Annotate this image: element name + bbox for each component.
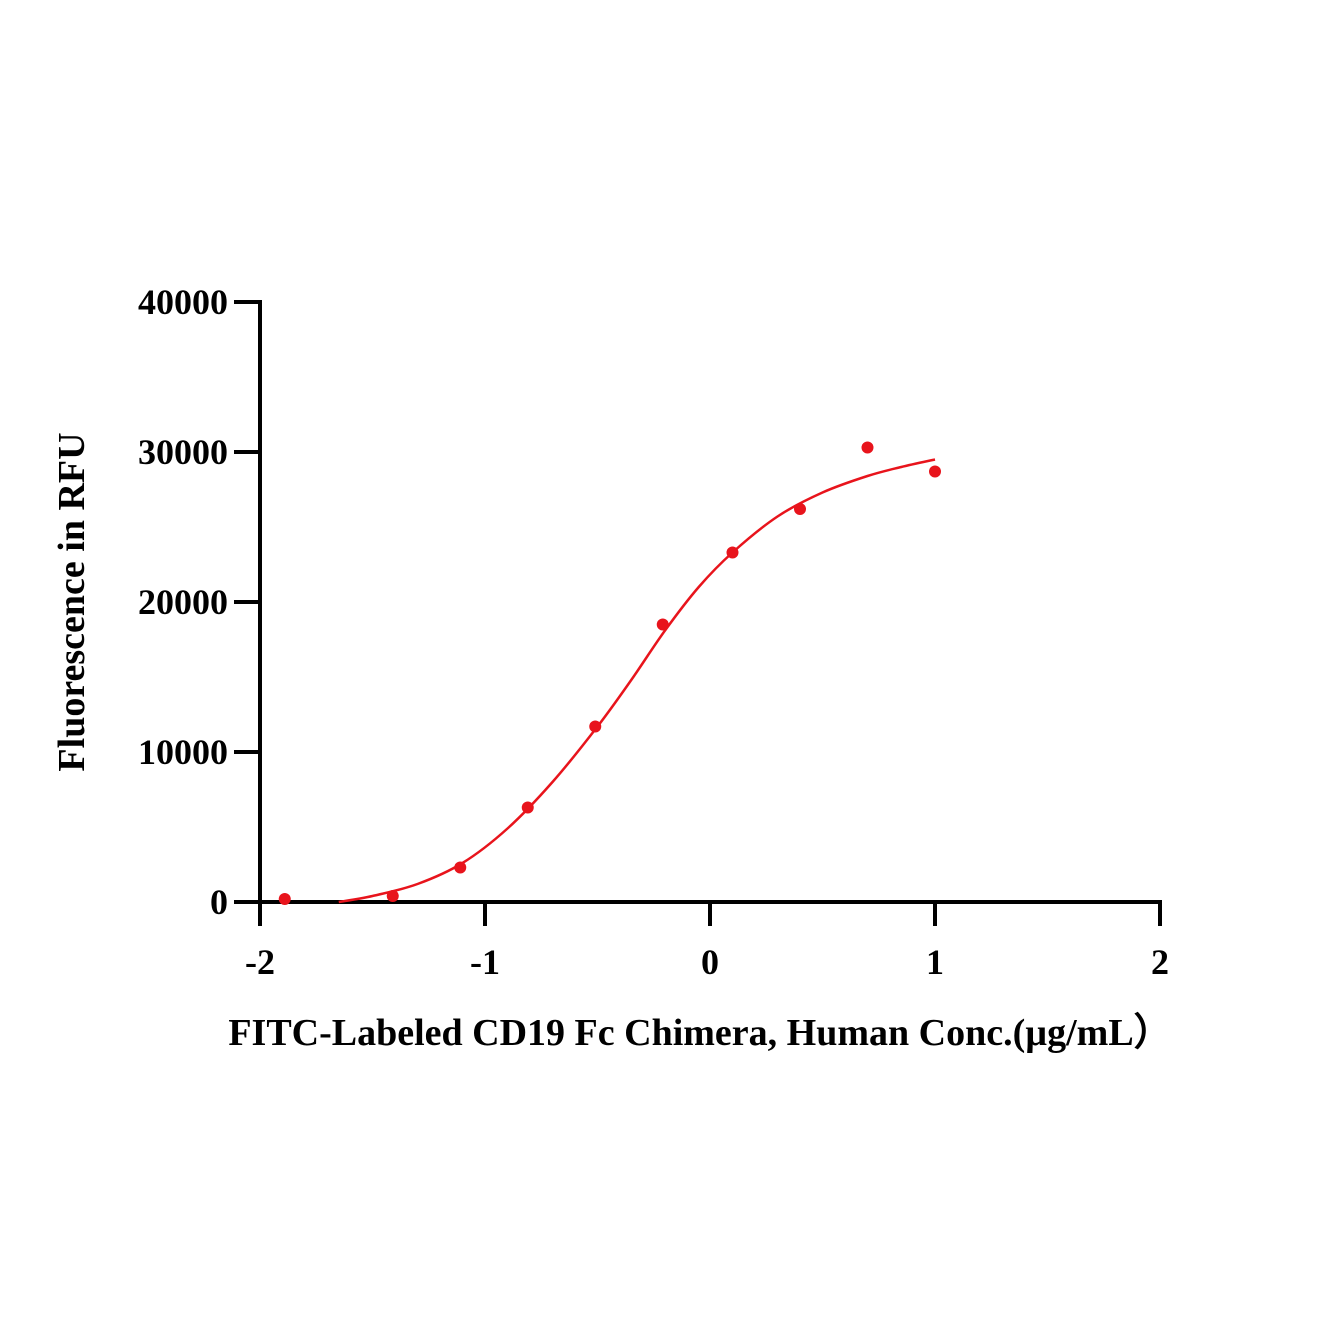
x-tick-label: 1 (926, 942, 944, 982)
data-point (386, 890, 399, 902)
data-point (861, 441, 874, 454)
x-tick-label: 0 (701, 942, 719, 982)
data-point (656, 618, 669, 631)
data-point (726, 546, 739, 559)
x-tick-label: 2 (1151, 942, 1169, 982)
fit-curve (338, 458, 936, 904)
y-tick-label: 0 (210, 882, 228, 922)
data-point (929, 465, 941, 478)
y-ticks: 0 10000 20000 30000 40000 (138, 282, 260, 922)
data-point (278, 893, 291, 905)
y-tick-label: 40000 (138, 282, 228, 322)
data-point (794, 503, 806, 515)
x-axis-title: FITC-Labeled CD19 Fc Chimera, Human Conc… (228, 1012, 1171, 1054)
x-tick-label: -2 (245, 942, 275, 982)
axes (258, 300, 1162, 904)
data-point (454, 861, 467, 874)
y-tick-label: 10000 (138, 732, 228, 772)
data-points (278, 441, 941, 905)
y-axis-title: Fluorescence in RFU (51, 432, 93, 771)
data-point (589, 720, 602, 733)
x-tick-label: -1 (470, 942, 500, 982)
data-point (521, 801, 534, 814)
y-tick-label: 30000 (138, 432, 228, 472)
y-tick-label: 20000 (138, 582, 228, 622)
x-ticks: -2 -1 0 1 2 (245, 902, 1169, 982)
